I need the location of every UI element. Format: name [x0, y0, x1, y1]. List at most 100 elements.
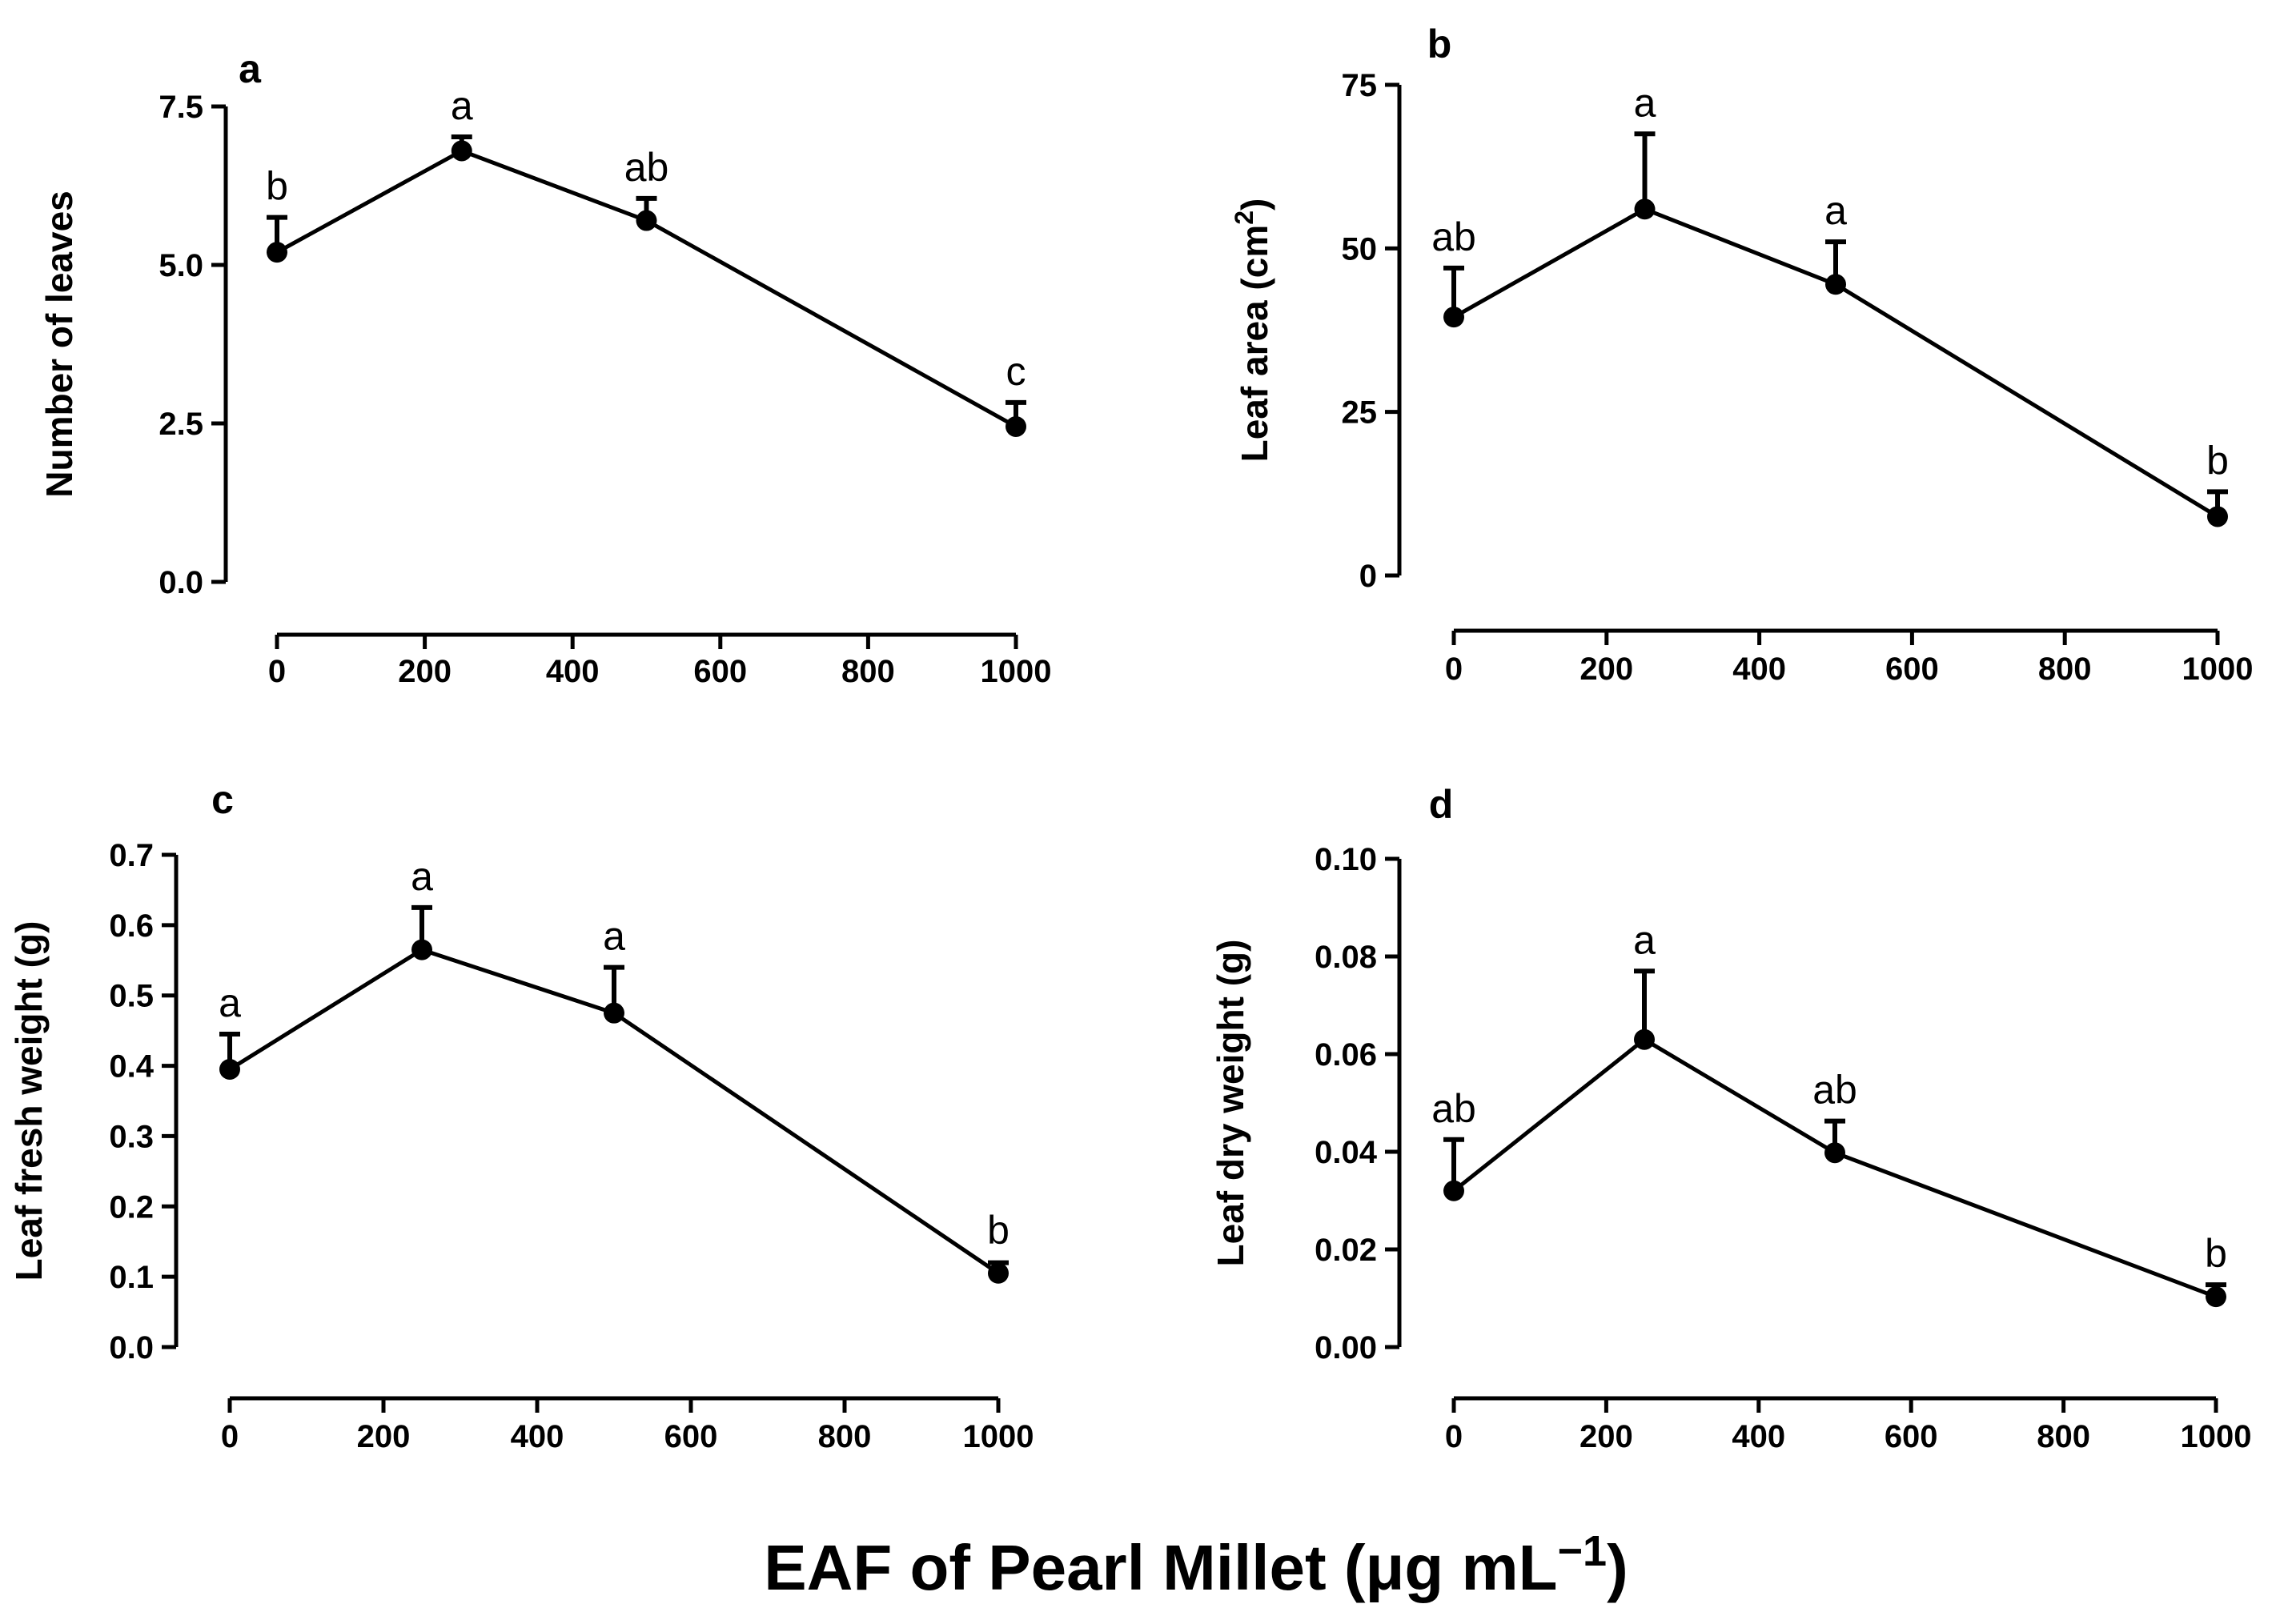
x-tick-label: 800	[2037, 1419, 2090, 1454]
x-tick-label: 400	[1732, 1419, 1785, 1454]
y-axis-label-tail: )	[1234, 198, 1275, 211]
significance-letter: ab	[1431, 1086, 1476, 1131]
significance-letter: a	[1824, 188, 1847, 233]
panel-letter-d: d	[1429, 782, 1454, 827]
x-axis-title: EAF of Pearl Millet (μg mL−1)	[764, 1527, 1628, 1603]
x-tick-label: 400	[1732, 652, 1786, 687]
x-tick-label: 200	[1580, 652, 1633, 687]
x-axis-title-superscript: −1	[1558, 1527, 1608, 1575]
x-tick-label: 800	[841, 654, 895, 689]
data-point	[2206, 1286, 2226, 1308]
x-tick-label: 800	[818, 1419, 872, 1454]
y-tick-label: 0.00	[1315, 1330, 1377, 1365]
y-tick-label: 50	[1342, 231, 1378, 267]
x-tick-label: 1000	[981, 654, 1052, 689]
significance-letter: a	[1634, 80, 1656, 125]
significance-letter: ab	[1812, 1068, 1857, 1113]
x-axis-title-unit: g mL	[1404, 1532, 1557, 1603]
y-tick-label: 2.5	[159, 407, 203, 442]
y-tick-label: 0.1	[109, 1260, 154, 1295]
panel-a: a 0.0 2.5 5.0 7.5 Number of leaves 0 200 400 600 8…	[38, 46, 1051, 689]
x-tick-label: 200	[1580, 1419, 1633, 1454]
y-axis-label-text: Leaf fresh weight (g)	[8, 921, 50, 1281]
data-point	[604, 1002, 624, 1024]
panel-letter-c: c	[211, 777, 234, 822]
y-tick-label: 0.0	[159, 565, 203, 600]
y-tick-label: 0.06	[1315, 1037, 1377, 1073]
y-tick-label: 7.5	[159, 90, 203, 125]
significance-letter: ab	[1431, 215, 1476, 259]
data-point	[411, 939, 432, 960]
x-tick-label: 400	[511, 1419, 564, 1454]
significance-letter: b	[266, 164, 288, 209]
y-tick-label: 5.0	[159, 248, 203, 283]
x-tick-label: 0	[268, 654, 286, 689]
y-tick-label: 0.04	[1315, 1135, 1378, 1170]
y-axis-label-text: Number of leaves	[38, 190, 80, 497]
x-tick-label: 600	[693, 654, 747, 689]
significance-letter: a	[411, 854, 433, 899]
data-point	[1825, 274, 1846, 295]
x-tick-label: 400	[546, 654, 600, 689]
x-tick-label: 0	[221, 1419, 239, 1454]
y-axis-label: Leaf fresh weight (g)	[8, 921, 50, 1281]
data-point	[219, 1058, 240, 1080]
data-point	[1006, 415, 1026, 437]
panel-c: c 0.0 0.1 0.2 0.3 0.4 0.5 0.6 0.7 Leaf fresh weig…	[8, 777, 1034, 1454]
panel-letter-b: b	[1427, 22, 1452, 66]
y-tick-label: 0.7	[109, 838, 154, 873]
series-line	[228, 947, 1000, 1275]
data-point	[1634, 1029, 1655, 1050]
y-axis-label-text: Leaf dry weight (g)	[1210, 940, 1251, 1267]
x-axis-title-suffix: )	[1607, 1532, 1628, 1603]
panel-b: b 0 25 50 75 Leaf area (cm2) 0 200 400 600 800 1000…	[1230, 22, 2253, 687]
significance-letter: a	[1633, 917, 1656, 962]
x-tick-label: 1000	[963, 1419, 1034, 1454]
significance-letter: b	[2206, 438, 2229, 483]
data-point	[267, 242, 287, 263]
y-axis-label: Leaf area (cm2)	[1230, 198, 1275, 463]
data-point	[1443, 1180, 1464, 1201]
y-tick-label: 25	[1342, 395, 1378, 431]
significance-letter: a	[451, 83, 473, 128]
y-tick-label: 0.2	[109, 1189, 154, 1225]
x-tick-label: 800	[2038, 652, 2092, 687]
y-tick-label: 0.5	[109, 979, 154, 1014]
y-tick-label: 0.0	[109, 1330, 154, 1365]
y-tick-label: 0	[1359, 559, 1377, 594]
x-tick-label: 200	[357, 1419, 411, 1454]
data-point	[636, 210, 657, 231]
x-axis-title-mu: μ	[1365, 1532, 1404, 1603]
y-axis-label-text: Leaf area (cm	[1234, 225, 1275, 463]
significance-letter: c	[1006, 349, 1026, 394]
panel-d: d 0.00 0.02 0.04 0.06 0.08 0.10 Leaf dry weight…	[1210, 782, 2251, 1454]
series-line	[1452, 207, 2219, 519]
x-tick-label: 0	[1445, 1419, 1463, 1454]
y-axis-label: Number of leaves	[38, 190, 80, 497]
x-tick-label: 0	[1445, 652, 1463, 687]
series-line	[1452, 1037, 2217, 1299]
significance-letter: a	[603, 914, 625, 959]
x-tick-label: 600	[1885, 652, 1939, 687]
panel-letter-a: a	[239, 46, 262, 91]
data-point	[2207, 506, 2228, 527]
y-tick-label: 0.08	[1315, 940, 1377, 975]
data-point	[1824, 1142, 1845, 1164]
data-point	[988, 1262, 1009, 1284]
y-tick-label: 75	[1342, 68, 1378, 103]
data-point	[451, 140, 472, 162]
y-axis-label: Leaf dry weight (g)	[1210, 940, 1251, 1267]
y-axis-label-superscript: 2	[1230, 211, 1258, 225]
x-tick-label: 1000	[2182, 652, 2254, 687]
x-tick-label: 600	[1885, 1419, 1938, 1454]
x-axis-title-prefix: EAF of Pearl Millet (	[764, 1532, 1366, 1603]
x-tick-label: 600	[664, 1419, 718, 1454]
y-tick-label: 0.6	[109, 908, 154, 944]
x-tick-label: 200	[398, 654, 452, 689]
data-point	[1634, 198, 1656, 220]
y-tick-label: 0.10	[1315, 842, 1377, 877]
series-line	[275, 148, 1018, 429]
data-point	[1443, 307, 1464, 328]
x-tick-label: 1000	[2181, 1419, 2252, 1454]
